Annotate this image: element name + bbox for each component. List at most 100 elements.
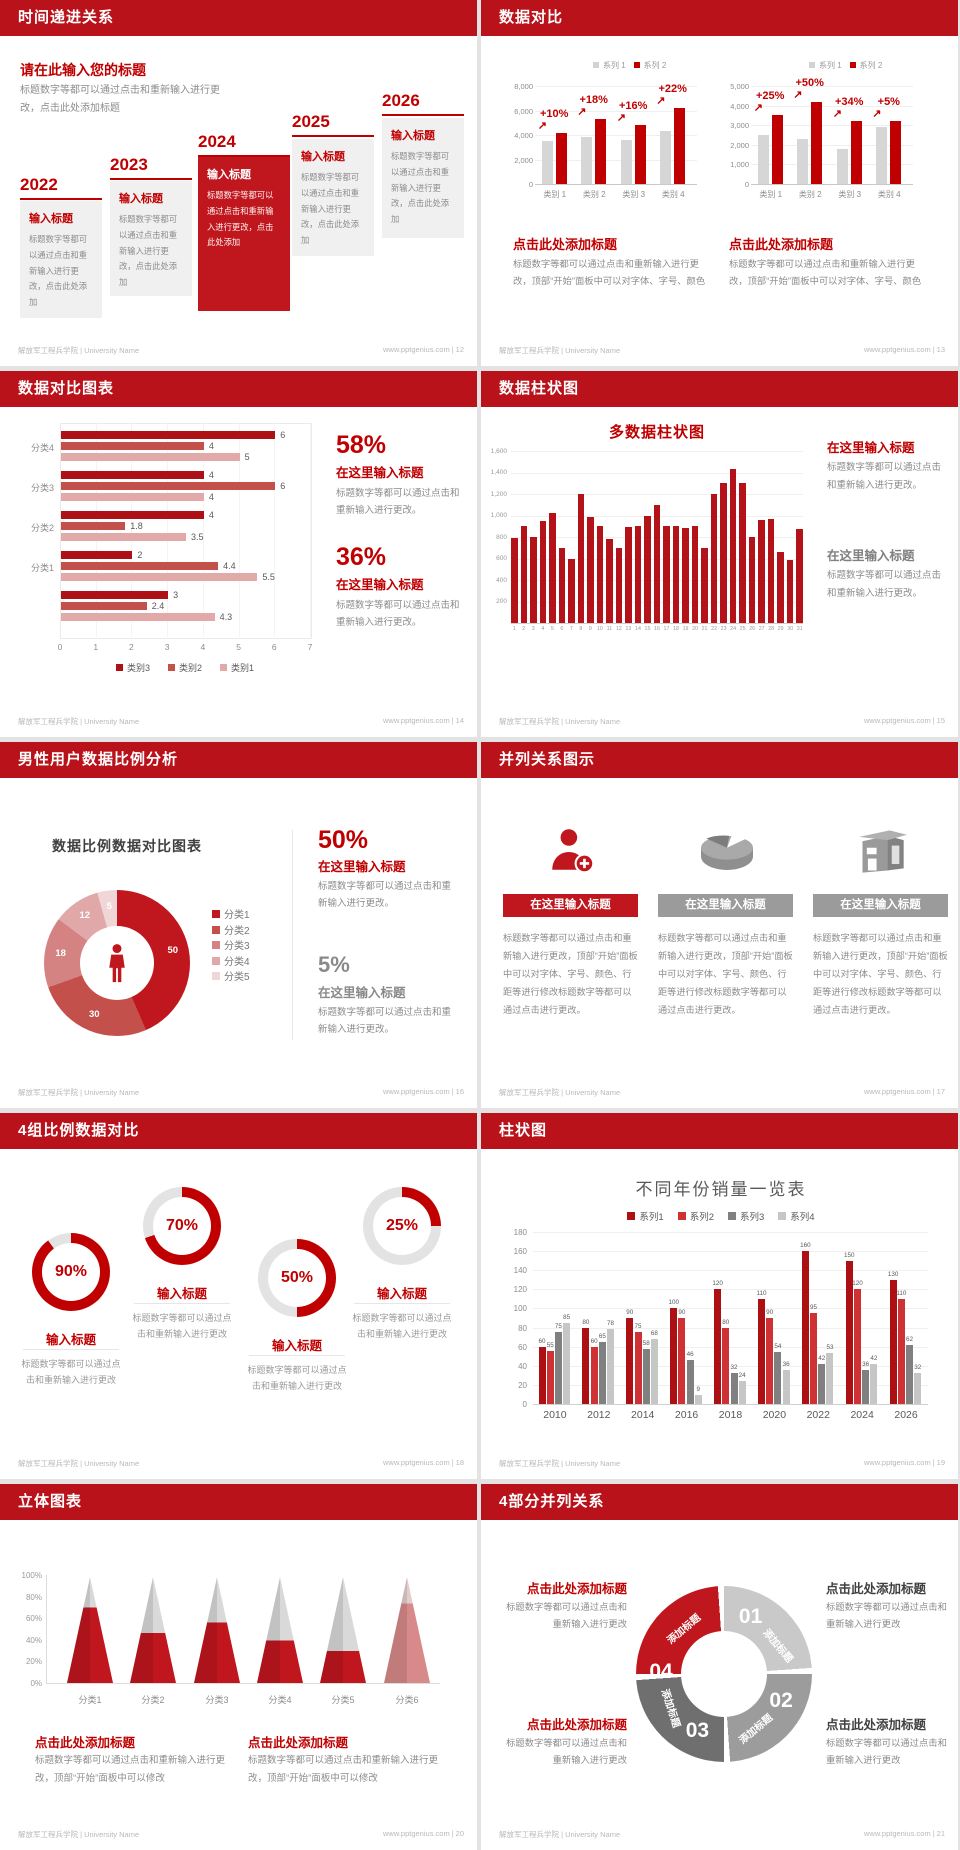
ring-body: 标题数字等都可以通过点击和重新输入进行更改 bbox=[352, 1313, 452, 1340]
bar-value-label: 90 bbox=[626, 1309, 634, 1316]
slide-content: 100% 80% 60% 40% 20% 0% 分类1 分类2 分类3 分类4 分类5 分类6 点击此处… bbox=[0, 1520, 477, 1850]
legend-item: 分类4 bbox=[212, 953, 250, 968]
legend-swatch bbox=[212, 956, 220, 965]
ring-divider bbox=[134, 1303, 230, 1304]
slide-thumbnail-parallel-relationship[interactable]: 并列关系图示 在这里输入标题 标题数字等都可以通过点击和重新输入进行更改，顶部“开… bbox=[481, 742, 958, 1108]
increase-arrow-icon: ↗ bbox=[656, 95, 666, 108]
x-axis-tick-label: 10 bbox=[596, 626, 603, 632]
footer-site: www.pptgenius.com | 19 bbox=[862, 1458, 945, 1469]
ring-heading: 输入标题 bbox=[271, 1339, 322, 1353]
gridline bbox=[533, 1346, 928, 1348]
y-axis-tick-label: 180 bbox=[513, 1228, 527, 1237]
legend-item: 系列1 bbox=[627, 1212, 664, 1223]
legend-label: 类别2 bbox=[178, 663, 202, 673]
footer-site: www.pptgenius.com | 17 bbox=[862, 1087, 945, 1098]
slide-footer: 解放军工程兵学院 | University Name www.pptgenius.… bbox=[499, 1458, 945, 1469]
legend-label: 分类4 bbox=[224, 956, 250, 968]
h-bar bbox=[61, 602, 147, 610]
column-bar bbox=[582, 1327, 590, 1404]
column-bar bbox=[853, 1289, 861, 1404]
slide-thumbnail-comparison-chart[interactable]: 数据对比图表 0 1 2 3 4 5 6 7 分类4 6 4 5 分类3 4 6 4 分类2 4 1.8 3.5 分类1… bbox=[0, 371, 477, 737]
series2-bar bbox=[811, 101, 823, 184]
gridline bbox=[202, 423, 204, 637]
timeline-year-underline bbox=[382, 114, 464, 116]
bar-value-label: 120 bbox=[852, 1280, 863, 1288]
y-axis-tick-label: 0% bbox=[30, 1679, 42, 1688]
bar-value-label: 1.8 bbox=[130, 521, 143, 531]
series2-bar bbox=[771, 115, 783, 184]
x-axis-tick-label: 14 bbox=[635, 626, 641, 632]
footer-separator: | bbox=[451, 1458, 454, 1467]
timeline-item-title: 输入标题 bbox=[301, 151, 345, 163]
x-axis-tick-label: 2024 bbox=[850, 1409, 874, 1421]
slide-thumbnail-four-ratio-rings[interactable]: 4组比例数据对比 90% 输入标题 标题数字等都可以通过点击和重新输入进行更改 70%… bbox=[0, 1113, 477, 1479]
slide-thumbnail-3d-cone-chart[interactable]: 立体图表 100% 80% 60% 40% 20% 0% 分类1 分类2 分类3 分类4 分类5 分类… bbox=[0, 1484, 477, 1850]
y-axis-tick-label: 160 bbox=[513, 1247, 527, 1257]
bar-value-label: 32 bbox=[730, 1364, 738, 1372]
column-bar bbox=[558, 547, 566, 623]
slide-footer: 解放军工程兵学院 | University Name www.pptgenius.… bbox=[18, 345, 464, 356]
bar-value-label: 90 bbox=[766, 1309, 774, 1316]
gridline bbox=[533, 1251, 928, 1253]
slide-title: 数据柱状图 bbox=[499, 380, 580, 397]
column-bar bbox=[568, 558, 575, 623]
slide-thumbnail-four-part-wheel[interactable]: 4部分并列关系 01 添加标题 02 添加标题 03 添加标题 04 添加标题 点击此处添加标题… bbox=[481, 1484, 958, 1850]
slide-title-bar: 数据对比 bbox=[481, 0, 958, 36]
growth-label: +16% bbox=[618, 100, 648, 113]
slide-thumbnail-yearly-sales-chart[interactable]: 柱状图 不同年份销量一览表 系列1 系列2 系列3 系列4 0 20 40 60 80 100 120… bbox=[481, 1113, 958, 1479]
bar-value-label: 54 bbox=[774, 1343, 782, 1351]
x-axis-tick-label: 27 bbox=[758, 626, 765, 632]
legend-item: 分类1 bbox=[212, 906, 250, 921]
y-axis-tick-label: 20 bbox=[518, 1380, 527, 1390]
x-axis-tick-label: 6 bbox=[271, 642, 277, 652]
x-axis-tick-label: 11 bbox=[606, 626, 613, 632]
segment-label: 添加标题 bbox=[760, 1627, 795, 1666]
legend-item: 类别1 bbox=[220, 663, 254, 673]
timeline-item-title: 输入标题 bbox=[119, 193, 163, 205]
legend-swatch bbox=[212, 941, 220, 949]
chart-title: 多数据柱状图 bbox=[608, 424, 705, 441]
slide-title: 柱状图 bbox=[499, 1122, 548, 1139]
page-number: 14 bbox=[455, 716, 464, 725]
column-bar bbox=[766, 1318, 774, 1404]
column-bar bbox=[729, 469, 737, 623]
series1-bar bbox=[620, 139, 632, 184]
footer-org: 解放军工程兵学院 | University Name bbox=[18, 717, 140, 726]
x-axis-tick-label: 28 bbox=[768, 626, 775, 632]
y-axis-tick-label: 5,000 bbox=[730, 82, 749, 91]
bar-value-label: 6 bbox=[280, 430, 286, 440]
chart-title: 数据比例数据对比图表 bbox=[52, 838, 202, 854]
x-axis-tick-label: 31 bbox=[796, 626, 803, 632]
legend-label: 分类5 bbox=[224, 972, 250, 983]
chart-bar-group: ↗ +10% 类别 1 bbox=[535, 86, 575, 199]
slide-thumbnail-data-comparison[interactable]: 数据对比 系列 1 系列 2 0 2,000 4,000 6,000 8,000 ↗ +10% 类… bbox=[481, 0, 958, 366]
column-bar bbox=[563, 1322, 571, 1404]
x-axis-tick-label: 23 bbox=[720, 626, 727, 632]
block-body: 标题数字等都可以通过点击和重新输入进行更改。 bbox=[827, 462, 942, 492]
slide-title-bar: 男性用户数据比例分析 bbox=[0, 742, 477, 778]
x-axis-tick-label: 9 bbox=[588, 626, 592, 632]
bar-value-label: 120 bbox=[712, 1280, 723, 1288]
slide-thumbnail-male-user-ratio[interactable]: 男性用户数据比例分析 数据比例数据对比图表 50 30 18 12 5 分类1 分类2 分类3 分… bbox=[0, 742, 477, 1108]
slide-thumbnail-column-chart[interactable]: 数据柱状图 多数据柱状图 200 400 600 800 1,000 1,200 1,400 1… bbox=[481, 371, 958, 737]
column-bar bbox=[757, 1298, 765, 1404]
cone-shade bbox=[194, 1577, 217, 1683]
legend-label: 系列 1 bbox=[819, 61, 842, 70]
chart-bar-group: ↗ +16% 类别 3 bbox=[614, 86, 654, 199]
slide-content: 0 1 2 3 4 5 6 7 分类4 6 4 5 分类3 4 6 4 分类2 4 1.8 3.5 分类1 2 4.4 5.5… bbox=[0, 407, 477, 737]
slide-thumbnail-time-progression[interactable]: 时间递进关系 请在此输入您的标题 标题数字等都可以通过点击和重新输入进行更改，点击… bbox=[0, 0, 477, 366]
column-bar bbox=[642, 1348, 650, 1404]
footer-separator: | bbox=[451, 345, 454, 354]
cone-shade bbox=[67, 1577, 90, 1683]
legend-swatch bbox=[633, 62, 640, 68]
increase-arrow-icon: ↗ bbox=[577, 106, 587, 119]
chart-legend: 系列1 系列2 系列3 系列4 bbox=[541, 1209, 901, 1223]
column-bar bbox=[682, 528, 689, 623]
gridline bbox=[535, 135, 697, 136]
x-axis-tick-label: 2026 bbox=[894, 1409, 918, 1421]
cone-bar bbox=[257, 1577, 303, 1683]
stat-body: 标题数字等都可以通过点击和重新输入进行更改。 bbox=[318, 1007, 452, 1036]
column-bar bbox=[826, 1353, 834, 1404]
y-category-label: 分类2 bbox=[30, 523, 54, 533]
x-category-label: 类别 3 bbox=[622, 190, 646, 199]
